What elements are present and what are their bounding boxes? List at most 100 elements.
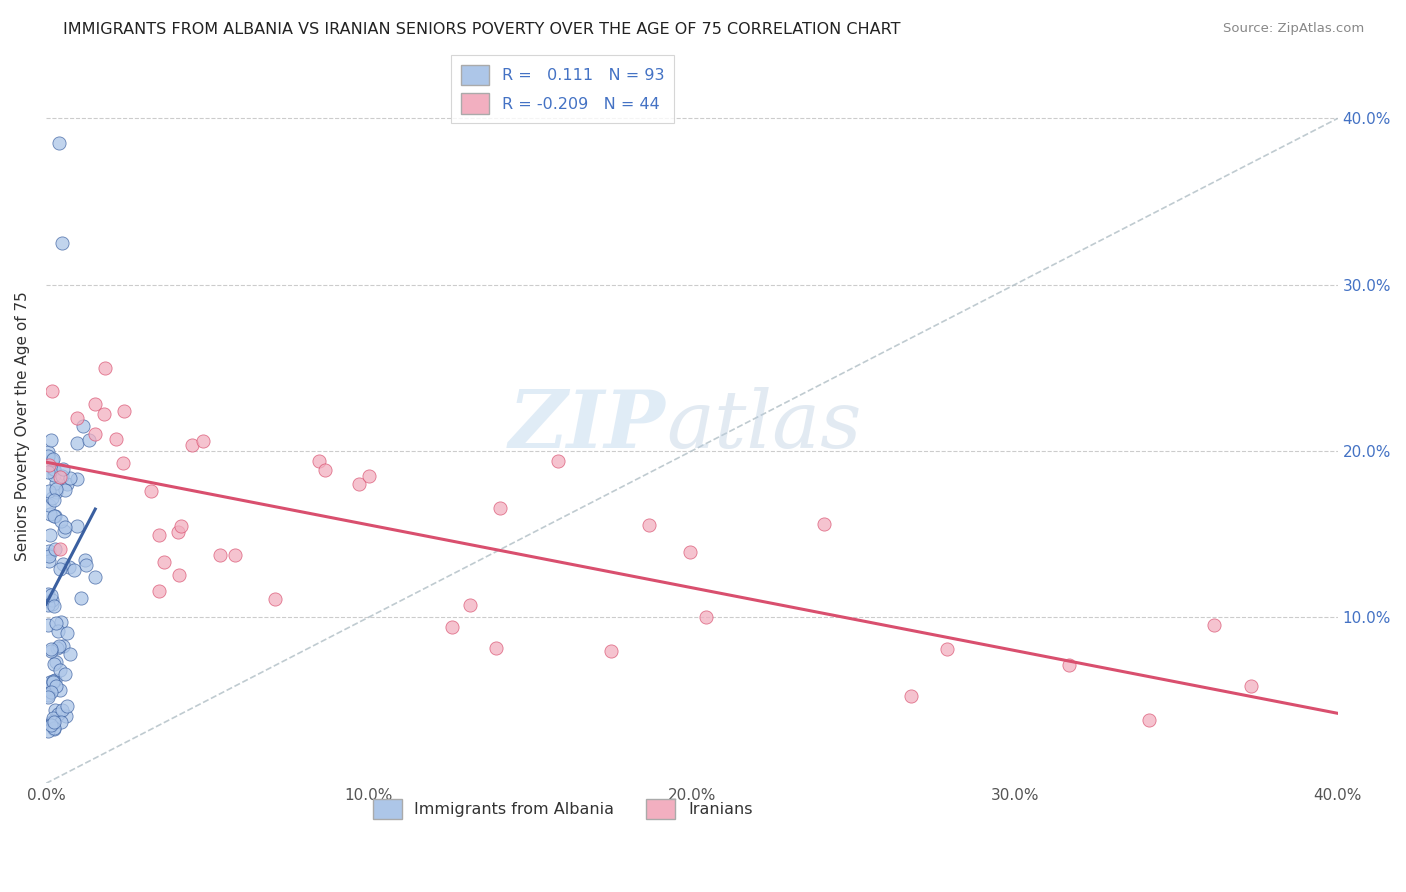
Point bbox=[42, 715, 65, 730]
Point bbox=[41, 384, 63, 399]
Point bbox=[111, 456, 134, 470]
Point bbox=[49, 682, 72, 697]
Point bbox=[39, 644, 62, 658]
Point bbox=[42, 599, 65, 614]
Point bbox=[49, 615, 72, 630]
Point bbox=[93, 407, 115, 421]
Point bbox=[44, 541, 66, 556]
Point bbox=[72, 418, 94, 433]
Point bbox=[38, 543, 60, 558]
Point bbox=[52, 462, 75, 476]
Point bbox=[73, 553, 96, 567]
Point bbox=[42, 452, 65, 467]
Point bbox=[49, 470, 72, 484]
Point bbox=[547, 454, 569, 468]
Point bbox=[42, 462, 65, 476]
Point bbox=[37, 681, 59, 696]
Point bbox=[55, 699, 77, 714]
Point bbox=[37, 617, 59, 632]
Point bbox=[37, 445, 59, 459]
Point bbox=[44, 703, 66, 717]
Point bbox=[45, 655, 67, 669]
Point bbox=[39, 528, 62, 542]
Point bbox=[39, 674, 62, 689]
Point bbox=[45, 475, 67, 490]
Point bbox=[41, 491, 63, 505]
Point bbox=[39, 685, 62, 699]
Point bbox=[42, 674, 65, 689]
Point bbox=[38, 549, 60, 563]
Point bbox=[37, 723, 59, 738]
Point bbox=[75, 558, 97, 572]
Point bbox=[180, 438, 202, 452]
Point bbox=[52, 524, 75, 538]
Point bbox=[105, 433, 128, 447]
Point bbox=[46, 624, 69, 638]
Point bbox=[42, 508, 65, 523]
Point bbox=[46, 641, 69, 656]
Point bbox=[460, 599, 482, 613]
Point bbox=[48, 136, 70, 151]
Point bbox=[59, 647, 82, 661]
Point bbox=[51, 468, 73, 483]
Point bbox=[63, 562, 86, 576]
Point bbox=[44, 721, 66, 735]
Point bbox=[49, 562, 72, 576]
Point bbox=[170, 518, 193, 533]
Point bbox=[148, 584, 170, 599]
Point bbox=[52, 639, 75, 653]
Point bbox=[39, 642, 62, 657]
Point bbox=[141, 483, 163, 498]
Point bbox=[37, 449, 59, 463]
Point bbox=[153, 555, 176, 569]
Point bbox=[42, 462, 65, 476]
Point bbox=[53, 483, 76, 497]
Point bbox=[51, 715, 73, 730]
Point bbox=[1137, 713, 1160, 727]
Point bbox=[38, 458, 60, 472]
Point bbox=[42, 657, 65, 672]
Point bbox=[77, 433, 100, 447]
Text: ZIP: ZIP bbox=[509, 387, 666, 465]
Point bbox=[66, 435, 89, 450]
Point bbox=[42, 722, 65, 736]
Point bbox=[37, 688, 59, 702]
Point bbox=[52, 557, 75, 571]
Point bbox=[55, 708, 77, 723]
Point bbox=[38, 498, 60, 512]
Point bbox=[42, 711, 65, 725]
Point bbox=[51, 703, 73, 717]
Point bbox=[599, 643, 621, 657]
Point bbox=[42, 714, 65, 728]
Point bbox=[167, 524, 190, 539]
Point bbox=[208, 548, 231, 562]
Point bbox=[357, 469, 380, 483]
Point bbox=[484, 640, 506, 655]
Point bbox=[263, 592, 285, 607]
Y-axis label: Seniors Poverty Over the Age of 75: Seniors Poverty Over the Age of 75 bbox=[15, 291, 30, 561]
Point bbox=[49, 514, 72, 528]
Point bbox=[39, 588, 62, 602]
Point bbox=[41, 714, 63, 729]
Point bbox=[45, 485, 67, 500]
Point bbox=[84, 427, 107, 442]
Point bbox=[66, 410, 89, 425]
Point bbox=[65, 518, 87, 533]
Point bbox=[167, 567, 190, 582]
Point bbox=[44, 467, 66, 482]
Legend: Immigrants from Albania, Iranians: Immigrants from Albania, Iranians bbox=[367, 792, 759, 825]
Point bbox=[42, 675, 65, 690]
Point bbox=[224, 548, 246, 562]
Point bbox=[37, 465, 59, 479]
Point bbox=[49, 541, 72, 556]
Point bbox=[49, 664, 72, 678]
Point bbox=[37, 690, 59, 704]
Point bbox=[37, 599, 59, 613]
Point bbox=[56, 477, 79, 491]
Point bbox=[38, 483, 60, 498]
Point bbox=[41, 592, 63, 607]
Point bbox=[44, 673, 66, 688]
Text: Source: ZipAtlas.com: Source: ZipAtlas.com bbox=[1223, 22, 1364, 36]
Point bbox=[440, 620, 463, 634]
Point bbox=[69, 591, 91, 605]
